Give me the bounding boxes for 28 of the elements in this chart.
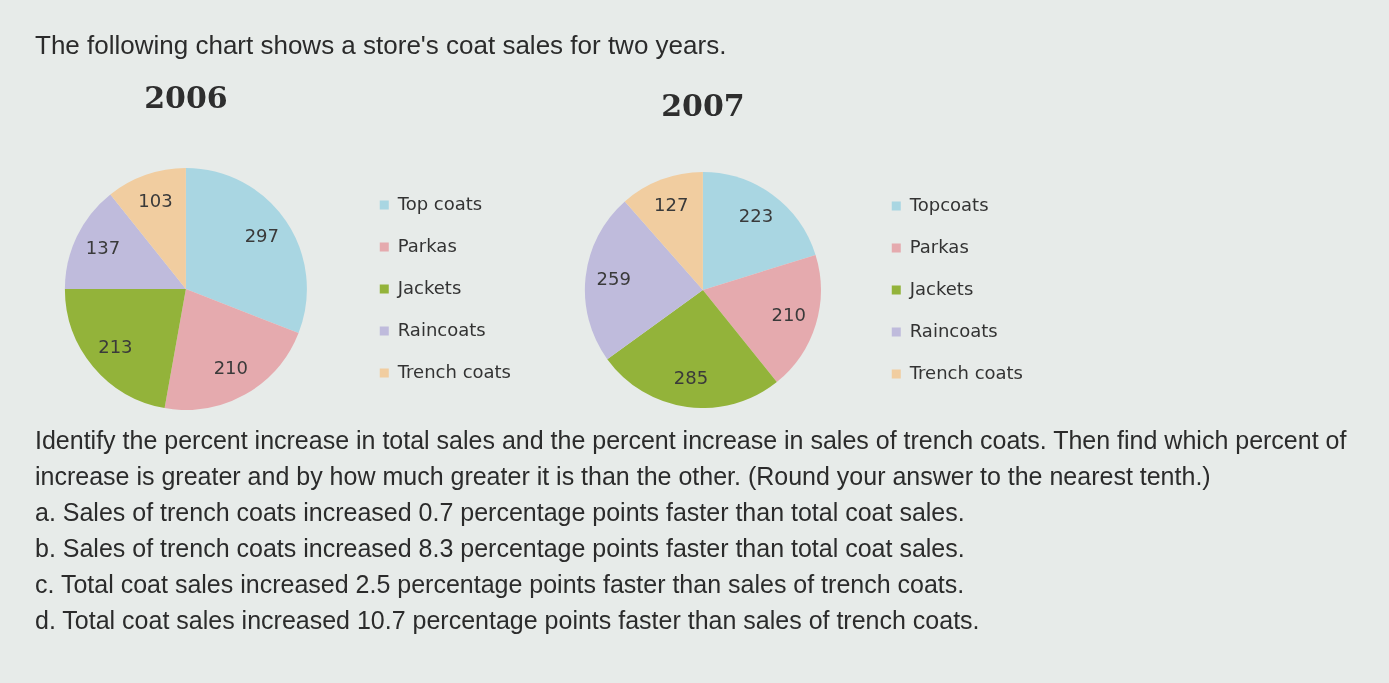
- chart-title: 2007: [661, 87, 745, 123]
- legend-label: Jackets: [396, 276, 462, 298]
- legend-label: Top coats: [396, 192, 483, 214]
- legend-label: Trench coats: [908, 361, 1024, 383]
- data-label: 127: [653, 193, 689, 215]
- text: a. Sales of trench coats increased 0.7 percentage points faster than total coat sales.: [35, 497, 966, 528]
- data-label: 223: [738, 205, 774, 227]
- data-label: 210: [771, 303, 806, 325]
- data-label: 213: [98, 335, 133, 357]
- data-label: 297: [244, 224, 280, 246]
- data-label: 285: [673, 366, 709, 388]
- data-label: 259: [596, 267, 631, 289]
- legend-label: Parkas: [397, 234, 457, 256]
- text: Identify the percent increase in total sales and the percent increase in sales of trench coats. Then find which percent of increase is greater and by how much greater it is than the other. (Round your answer to the nearest tenth.): [35, 425, 1348, 492]
- text: The following chart shows a store's coat sales for two years.: [35, 29, 727, 62]
- text: c. Total coat sales increased 2.5 percentage points faster than sales of trench coats.: [35, 569, 966, 600]
- data-label: 103: [138, 189, 173, 211]
- legend-label: Raincoats: [397, 318, 486, 340]
- legend-label: Raincoats: [909, 319, 998, 341]
- text: b. Sales of trench coats increased 8.3 percentage points faster than total coat sales.: [35, 533, 966, 564]
- data-label: 210: [213, 356, 248, 378]
- legend-label: Topcoats: [908, 193, 989, 215]
- chart-title: 2006: [144, 79, 228, 115]
- legend-label: Parkas: [909, 235, 969, 257]
- legend-label: Trench coats: [396, 360, 512, 382]
- legend-label: Jackets: [908, 277, 974, 299]
- data-label: 137: [85, 236, 121, 258]
- text: d. Total coat sales increased 10.7 percentage points faster than sales of trench coats.: [35, 605, 981, 636]
